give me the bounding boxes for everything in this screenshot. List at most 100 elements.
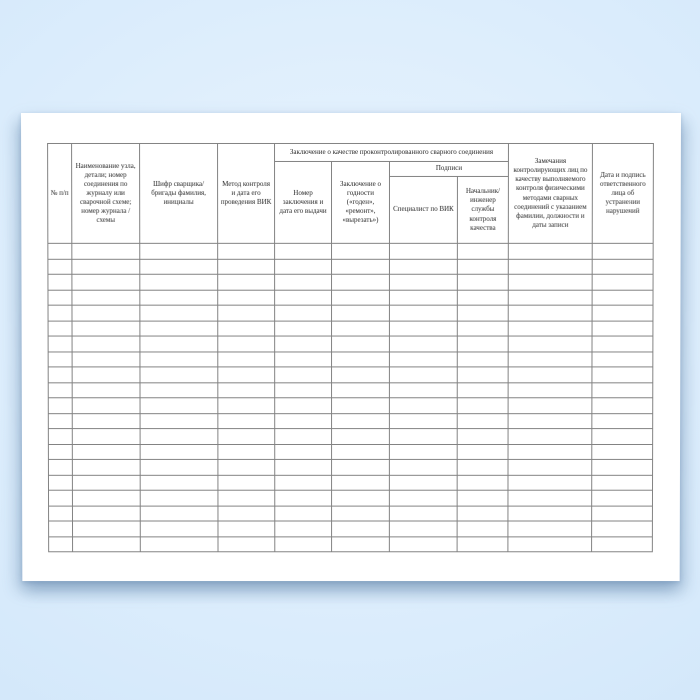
- table-cell: [457, 290, 508, 305]
- table-cell: [140, 243, 218, 258]
- table-cell: [332, 398, 390, 413]
- table-cell: [389, 475, 457, 490]
- table-cell: [332, 290, 390, 305]
- table-cell: [275, 382, 332, 397]
- table-cell: [48, 429, 72, 444]
- table-cell: [389, 321, 457, 336]
- table-cell: [218, 413, 275, 428]
- table-cell: [48, 413, 72, 428]
- table-cell: [592, 475, 653, 490]
- table-row: [48, 321, 653, 336]
- table-cell: [48, 367, 72, 382]
- table-cell: [275, 259, 332, 274]
- table-cell: [140, 305, 218, 320]
- table-cell: [389, 521, 457, 536]
- table-cell: [508, 367, 592, 382]
- table-cell: [332, 490, 390, 505]
- table-cell: [140, 398, 218, 413]
- table-cell: [275, 243, 332, 258]
- table-cell: [457, 351, 508, 366]
- table-cell: [508, 321, 592, 336]
- table-cell: [508, 351, 592, 366]
- table-cell: [218, 521, 275, 536]
- table-cell: [332, 459, 390, 474]
- table-cell: [389, 274, 457, 289]
- table-row: [48, 274, 653, 289]
- table-cell: [48, 398, 72, 413]
- table-cell: [508, 444, 592, 459]
- table-cell: [389, 490, 457, 505]
- table-cell: [332, 521, 390, 536]
- table-cell: [508, 290, 592, 305]
- table-cell: [592, 429, 653, 444]
- table-cell: [48, 243, 72, 258]
- table-cell: [72, 506, 140, 521]
- table-cell: [140, 382, 218, 397]
- table-cell: [72, 459, 140, 474]
- table-row: [48, 336, 653, 351]
- table-cell: [457, 521, 508, 536]
- table-cell: [275, 490, 332, 505]
- table-cell: [389, 243, 457, 258]
- table-cell: [275, 290, 332, 305]
- table-cell: [592, 490, 653, 505]
- table-cell: [389, 367, 457, 382]
- table-cell: [457, 475, 508, 490]
- table-row: [48, 243, 653, 258]
- table-cell: [72, 398, 140, 413]
- table-cell: [72, 274, 140, 289]
- table-cell: [48, 475, 72, 490]
- table-cell: [332, 506, 390, 521]
- table-cell: [457, 321, 508, 336]
- table-cell: [457, 243, 508, 258]
- table-cell: [48, 459, 72, 474]
- table-cell: [140, 444, 218, 459]
- table-cell: [332, 305, 390, 320]
- header-row-groups: № п/п Наименование узла, детали; номер с…: [48, 143, 654, 161]
- col-header-conclusion-number: Номер заключения и дата его выдачи: [275, 161, 332, 243]
- table-row: [48, 459, 652, 474]
- table-cell: [592, 459, 653, 474]
- table-cell: [457, 305, 508, 320]
- table-cell: [48, 382, 72, 397]
- table-cell: [592, 321, 653, 336]
- col-header-fitness-conclusion: Заключение о годности («годен», «ремонт»…: [332, 161, 390, 243]
- table-cell: [275, 429, 332, 444]
- table-row: [48, 429, 652, 444]
- table-cell: [140, 429, 218, 444]
- table-cell: [218, 459, 275, 474]
- col-header-remarks: Замечания контролирующих лиц по качеству…: [508, 143, 592, 243]
- table-cell: [389, 336, 457, 351]
- table-cell: [218, 398, 275, 413]
- table-row: [48, 413, 652, 428]
- table-cell: [218, 490, 275, 505]
- table-row: [48, 290, 653, 305]
- table-cell: [218, 321, 275, 336]
- table-cell: [592, 274, 653, 289]
- table-cell: [218, 536, 275, 551]
- col-header-unit-name: Наименование узла, детали; номер соедине…: [72, 143, 140, 243]
- table-cell: [457, 274, 508, 289]
- table-cell: [332, 536, 390, 551]
- table-row: [48, 382, 653, 397]
- table-cell: [49, 506, 73, 521]
- table-cell: [72, 521, 140, 536]
- table-cell: [72, 243, 140, 258]
- table-cell: [275, 521, 332, 536]
- table-cell: [140, 490, 218, 505]
- table-cell: [457, 536, 508, 551]
- table-cell: [218, 351, 275, 366]
- group-header-signatures: Подписи: [389, 161, 508, 176]
- table-cell: [72, 336, 140, 351]
- table-cell: [389, 398, 457, 413]
- table-cell: [508, 475, 592, 490]
- table-cell: [48, 444, 72, 459]
- table-cell: [592, 305, 653, 320]
- weld-inspection-journal-table: № п/п Наименование узла, детали; номер с…: [47, 143, 654, 552]
- table-row: [49, 521, 653, 536]
- table-cell: [592, 351, 653, 366]
- table-cell: [332, 367, 390, 382]
- table-cell: [140, 336, 218, 351]
- table-cell: [48, 290, 72, 305]
- table-cell: [72, 321, 140, 336]
